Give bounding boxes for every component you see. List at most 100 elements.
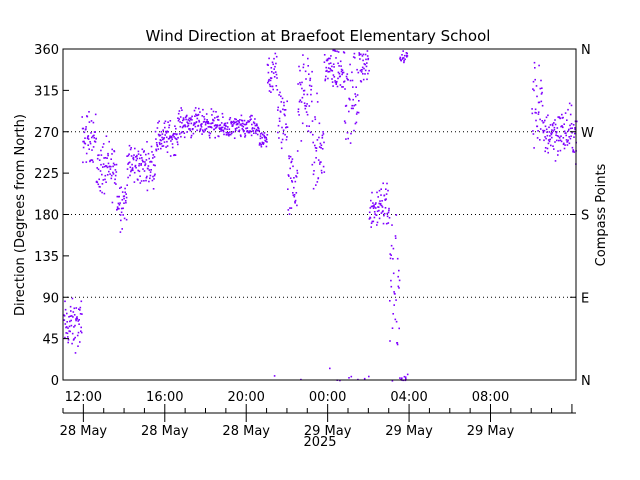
data-point: [288, 157, 290, 160]
data-point: [76, 316, 78, 318]
data-point: [370, 222, 373, 224]
data-point: [568, 102, 571, 105]
data-point: [406, 55, 409, 57]
data-point: [217, 119, 220, 121]
data-point: [271, 85, 274, 88]
data-point: [242, 122, 244, 125]
data-point: [298, 100, 301, 103]
data-point: [553, 126, 556, 129]
data-point: [553, 129, 556, 131]
data-point: [217, 118, 219, 121]
data-point: [401, 377, 403, 379]
data-point: [303, 102, 306, 104]
data-point: [156, 144, 158, 146]
data-point: [69, 330, 71, 333]
data-point: [303, 93, 305, 96]
data-point: [310, 85, 313, 87]
data-point: [257, 127, 260, 130]
data-point: [348, 110, 350, 113]
data-point: [152, 154, 155, 156]
data-point: [394, 237, 397, 239]
data-point: [254, 118, 256, 120]
data-point: [379, 202, 382, 205]
data-point: [534, 78, 536, 81]
data-point: [189, 129, 192, 132]
data-point: [70, 319, 72, 322]
data-point: [245, 123, 248, 125]
data-point: [371, 191, 373, 194]
data-point: [362, 73, 364, 75]
data-point: [406, 56, 408, 58]
data-point: [89, 142, 92, 145]
data-point: [311, 70, 313, 73]
data-point: [374, 203, 377, 205]
data-point: [374, 213, 376, 215]
data-point: [305, 111, 308, 113]
data-point: [240, 114, 243, 117]
data-point: [290, 207, 293, 209]
data-point: [280, 95, 282, 98]
data-point: [137, 153, 140, 155]
data-point: [158, 134, 160, 136]
data-point: [103, 192, 106, 195]
data-point: [282, 132, 285, 135]
data-point: [126, 184, 128, 186]
data-point: [91, 136, 93, 139]
data-point: [266, 141, 268, 143]
data-point: [168, 124, 171, 126]
data-point: [309, 77, 312, 80]
data-point: [79, 306, 82, 309]
data-point: [171, 146, 174, 149]
data-point: [226, 128, 228, 131]
data-point: [285, 126, 287, 129]
data-point: [406, 373, 409, 376]
data-point: [214, 124, 217, 126]
data-point: [373, 211, 376, 213]
data-point: [532, 133, 535, 135]
data-point: [230, 132, 233, 135]
data-point: [339, 60, 342, 63]
data-point: [106, 174, 109, 176]
data-point: [553, 122, 555, 124]
data-point: [139, 182, 142, 184]
data-point: [279, 111, 282, 113]
data-point: [196, 117, 199, 120]
data-point: [237, 130, 240, 133]
data-point: [533, 147, 535, 149]
data-point: [391, 380, 394, 382]
y2-tick-label: W: [581, 126, 594, 141]
data-point: [92, 161, 94, 163]
data-point: [244, 132, 246, 135]
data-point: [284, 109, 287, 111]
data-point: [145, 177, 148, 179]
data-point: [181, 109, 183, 111]
data-point: [305, 78, 307, 80]
data-point: [117, 202, 120, 205]
data-point: [253, 132, 255, 134]
data-point: [188, 128, 190, 130]
data-point: [368, 211, 371, 214]
data-point: [110, 177, 113, 180]
data-point: [99, 170, 102, 172]
data-point: [114, 178, 116, 181]
data-point: [164, 120, 167, 123]
data-point: [292, 192, 294, 194]
data-point: [539, 128, 542, 130]
data-point: [570, 123, 573, 125]
data-point: [253, 127, 256, 130]
data-point: [170, 140, 172, 142]
data-point: [77, 331, 80, 334]
data-point: [240, 135, 242, 138]
data-point: [201, 133, 203, 135]
data-point: [267, 81, 269, 84]
data-point: [166, 151, 169, 153]
data-point: [83, 140, 85, 143]
data-point: [137, 150, 140, 153]
data-point: [95, 137, 97, 140]
data-point: [85, 161, 88, 163]
data-point: [282, 108, 284, 111]
data-point: [262, 133, 264, 136]
data-point: [329, 57, 331, 60]
data-point: [301, 122, 304, 125]
data-point: [155, 138, 157, 140]
